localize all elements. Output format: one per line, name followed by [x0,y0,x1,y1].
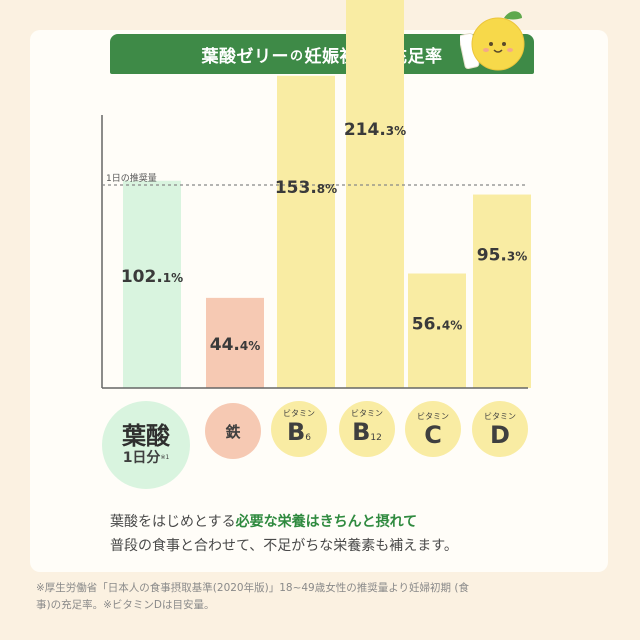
letter: D [490,421,510,449]
value-labels-group: 102.1% 44.4% 153.8% 214.3% 56.4% 95.3% [121,120,527,355]
letter: B [286,418,306,446]
value-label-vitamin-b12: 214.3% [344,120,406,140]
legend-iron-label: 鉄 [225,422,241,441]
value-label-vitamin-c: 56.4% [412,315,463,335]
caption: 葉酸をはじめとする必要な栄養はきちんと摂れて 普段の食事と合わせて、不足がちな栄… [110,510,580,558]
value-label-folic-acid: 102.1% [121,267,183,287]
legend-vitamin-c: ビタミン C [405,401,461,457]
footnote-mark: ※1 [160,454,170,461]
legend-folic-acid-sub-text: 1日分 [122,450,161,466]
bar-vitamin-b12 [346,0,404,388]
footnote-line1: ※厚生労働省「日本人の食事摂取基準(2020年版)」18~49歳女性の推奨量より… [36,582,469,594]
reference-label: 1日の推奨量 [106,172,157,184]
legend-vitamin-d-letter: D [490,422,510,448]
lemon-mascot-icon [460,11,525,71]
caption-line1: 葉酸をはじめとする必要な栄養はきちんと摂れて [110,510,580,534]
bar-vitamin-c [408,273,466,388]
bar-chart: 1日の推奨量 102.1% 44.4% 153.8% 214.3% 56.4% 95.3% [101,0,531,389]
bar-iron [206,297,264,388]
footnote: ※厚生労働省「日本人の食事摂取基準(2020年版)」18~49歳女性の推奨量より… [36,580,616,614]
legend-folic-acid-name: 葉酸 [122,422,170,450]
legend-folic-acid-sub: 1日分※1 [123,449,170,467]
footnote-line2: 事)の充足率。※ビタミンDは目安量。 [36,599,215,611]
legend-vitamin-b12: ビタミン B12 [339,401,395,457]
letter: C [424,421,442,449]
title-part2: の [289,48,304,64]
legend-vitamin-b12-pre: ビタミン [351,409,383,418]
title-part1: 葉酸ゼリー [201,46,289,67]
subscript: 12 [370,433,382,443]
legend-vitamin-c-pre: ビタミン [417,412,449,421]
legend-iron: 鉄 [205,403,261,459]
legend-vitamin-d-pre: ビタミン [484,412,516,421]
bar-folic-acid [123,180,181,388]
bar-vitamin-d [473,194,531,388]
legend-vitamin-b12-letter: B12 [352,419,382,451]
value-label-iron: 44.4% [210,335,261,355]
bar-vitamin-b6 [277,75,335,388]
caption-line2: 普段の食事と合わせて、不足がちな栄養素も補えます。 [110,538,458,554]
letter: B [352,418,371,446]
value-label-vitamin-b6: 153.8% [275,178,337,198]
subscript: 6 [305,433,312,443]
value-label-vitamin-d: 95.3% [477,246,528,266]
caption-highlight: 必要な栄養はきちんと摂れて [235,514,418,530]
legend-vitamin-b6: ビタミン B6 [271,401,327,457]
legend-vitamin-d: ビタミン D [472,401,528,457]
caption-line1-pre: 葉酸をはじめとする [110,514,236,530]
legend-vitamin-c-letter: C [424,422,442,448]
legend-folic-acid: 葉酸 1日分※1 [102,401,190,489]
bars-group [123,0,531,388]
legend-vitamin-b6-pre: ビタミン [283,409,315,418]
legend-vitamin-b6-letter: B6 [287,419,311,451]
